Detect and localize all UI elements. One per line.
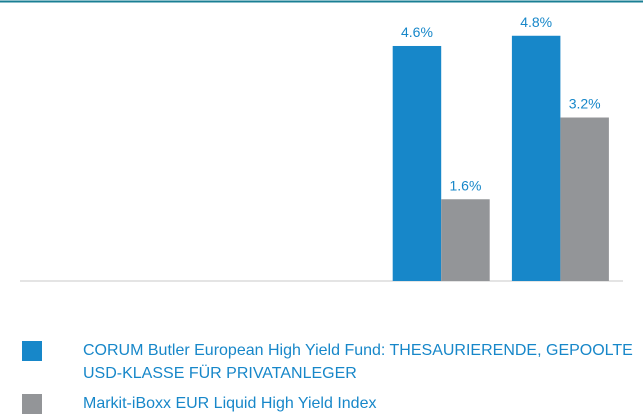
legend-label: CORUM Butler European High Yield Fund: T… bbox=[83, 342, 633, 382]
legend-label: Markit-iBoxx EUR Liquid High Yield Index bbox=[83, 395, 377, 412]
legend-item: CORUM Butler European High Yield Fund: T… bbox=[20, 339, 640, 385]
bar bbox=[560, 117, 609, 281]
legend-swatch bbox=[22, 394, 42, 414]
value-label: 4.6% bbox=[401, 24, 433, 40]
legend-item: Markit-iBoxx EUR Liquid High Yield Index bbox=[20, 392, 640, 415]
chart: 20172018201920204.6%1.6%20214.8%3.2% bbox=[0, 0, 643, 282]
value-label: 1.6% bbox=[449, 177, 481, 193]
bar bbox=[441, 199, 490, 281]
bar bbox=[511, 35, 561, 281]
value-label: 3.2% bbox=[569, 96, 601, 112]
value-label: 4.8% bbox=[520, 14, 552, 30]
legend-swatch bbox=[22, 341, 42, 361]
bar bbox=[392, 45, 442, 282]
